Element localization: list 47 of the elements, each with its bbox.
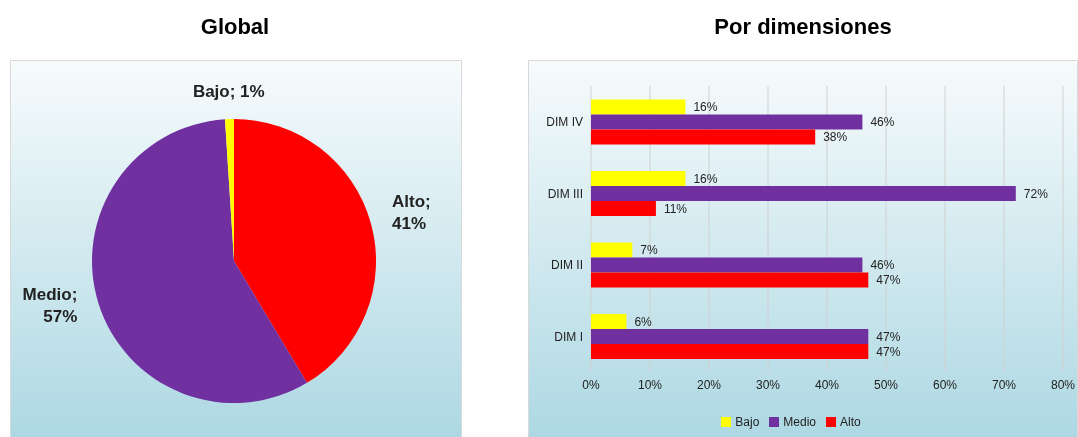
data-label: 46% [870,258,895,273]
data-label: 16% [693,100,718,115]
x-tick-label: 80% [1050,377,1076,392]
bar [591,99,686,115]
bar [591,114,863,130]
x-tick-label: 30% [755,377,781,392]
bar [591,344,869,360]
chart-title: Global [199,14,271,40]
y-tick-label: DIM IV [546,115,583,130]
slice-label: Alto; 41% [392,192,431,234]
bar [591,242,633,258]
data-label: 72% [1023,186,1049,201]
data-label: 46% [870,115,895,130]
data-label: 6% [634,314,653,329]
bar [591,257,863,273]
y-tick-label: DIM III [547,186,583,201]
slice-label: Bajo; 1% [192,82,265,102]
bar [591,314,627,330]
legend-label: Medio [783,415,817,429]
bar [591,171,686,187]
data-label: 47% [876,273,901,288]
data-label: 7% [640,243,658,258]
y-tick-label: DIM I [554,329,583,344]
bar [591,129,816,145]
pie-slice [92,119,307,403]
x-tick-label: 60% [932,377,958,392]
legend-label: Bajo [735,415,760,429]
bar [591,329,869,345]
y-tick-label: DIM II [551,258,583,273]
data-label: 47% [876,329,901,344]
slice-label: Medio; 57% [22,284,78,326]
x-tick-label: 50% [873,377,899,392]
data-label: 38% [823,130,848,145]
x-tick-label: 10% [637,377,663,392]
x-tick-label: 20% [696,377,722,392]
pie-slice [234,119,376,383]
bar [591,201,656,217]
bar [591,186,1016,202]
data-label: 16% [693,171,718,186]
legend-label: Alto [840,415,861,429]
chart-title: Por dimensiones [713,14,893,40]
x-tick-label: 0% [582,377,600,392]
bar [591,272,869,288]
x-tick-label: 40% [814,377,840,392]
x-tick-label: 70% [991,377,1017,392]
data-label: 11% [663,201,688,216]
data-label: 47% [876,344,901,359]
